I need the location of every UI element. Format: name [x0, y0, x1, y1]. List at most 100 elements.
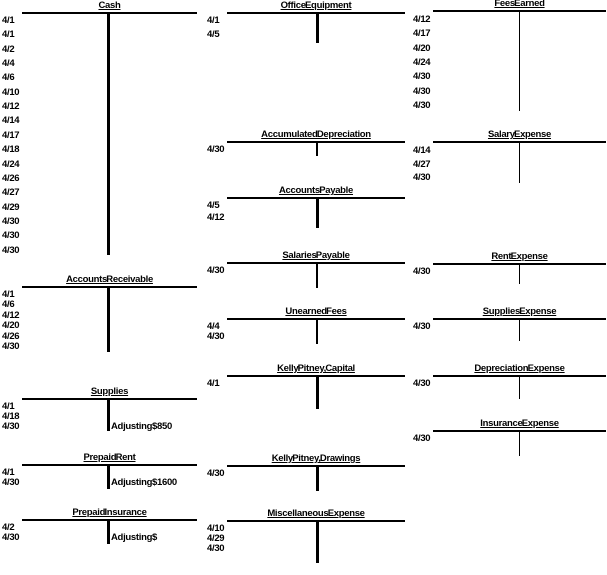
ledger-entry-date: 4/6 — [2, 299, 15, 311]
account-divider-line — [107, 12, 110, 255]
account-title: Insurance Expense — [480, 418, 559, 429]
ledger-entry-date: 4/20 — [413, 42, 431, 54]
ledger-entry-date: 4/18 — [2, 144, 20, 156]
account-title: Prepaid Rent — [83, 452, 136, 463]
ledger-entry-date: 4/1 — [2, 289, 15, 300]
account-title: Prepaid Insurance — [72, 507, 147, 518]
ledger-entry-date: 4/26 — [2, 330, 20, 342]
account-title: Cash — [98, 0, 121, 11]
account-divider-line — [316, 12, 319, 43]
ledger-entry-date: 4/30 — [2, 215, 20, 227]
ledger-entry-date: 4/30 — [2, 421, 20, 432]
account-title: Accumulated Depreciation — [261, 129, 371, 140]
ledger-entry-date: 4/27 — [413, 158, 431, 170]
ledger-entry-date: 4/30 — [413, 99, 431, 111]
account-divider-line — [519, 318, 520, 341]
account-title: Accounts Payable — [278, 185, 354, 196]
ledger-entry-date: 4/12 — [413, 14, 431, 25]
ledger-entry-date: 4/12 — [2, 309, 20, 321]
adjusting-entry-label: Adjusting — [111, 531, 153, 543]
ledger-entry-date: 4/30 — [413, 172, 431, 183]
ledger-entry-date: 4/1 — [2, 15, 15, 26]
ledger-entry-date: 4/30 — [413, 85, 431, 97]
ledger-entry-date: 4/30 — [413, 71, 431, 83]
account-divider-line — [316, 375, 319, 409]
ledger-entry-date: 4/1 — [2, 29, 15, 41]
ledger-entry-date: 4/30 — [207, 543, 225, 554]
ledger-entry-date: 4/2 — [2, 43, 15, 55]
account-divider-line — [316, 197, 319, 228]
adjusting-entry-amount: $ — [152, 531, 157, 543]
account-title: Kelly Pitney, Drawings — [271, 453, 361, 464]
ledger-entry-date: 4/30 — [413, 321, 431, 332]
account-divider-line — [107, 464, 110, 489]
account-divider-line — [519, 430, 520, 456]
ledger-entry-date: 4/6 — [2, 72, 15, 84]
account-title: Depreciation Expense — [474, 363, 565, 374]
ledger-entry-date: 4/5 — [207, 28, 220, 40]
ledger-entry-date: 4/1 — [2, 467, 15, 478]
ledger-entry-date: 4/1 — [207, 378, 220, 389]
adjusting-entry-label: Adjusting — [111, 421, 153, 432]
ledger-entry-date: 4/10 — [207, 523, 225, 534]
ledger-entry-date: 4/30 — [207, 265, 225, 276]
account-divider-line — [519, 375, 520, 399]
ledger-entry-date: 4/17 — [413, 28, 431, 40]
ledger-entry-date: 4/1 — [2, 401, 15, 412]
ledger-entry-date: 4/4 — [207, 321, 220, 332]
ledger-entry-date: 4/14 — [413, 145, 431, 156]
ledger-entry-date: 4/17 — [2, 129, 20, 141]
ledger-entry-date: 4/29 — [2, 201, 20, 213]
ledger-entry-date: 4/30 — [2, 477, 20, 488]
adjusting-entry-label: Adjusting — [111, 477, 153, 488]
account-title: Accounts Receivable — [66, 274, 153, 285]
adjusting-entry-amount: $1600 — [152, 477, 177, 488]
ledger-entry-date: 4/30 — [413, 378, 431, 389]
account-divider-line — [316, 262, 318, 288]
account-divider-line — [519, 141, 520, 183]
account-divider-line — [107, 286, 110, 352]
ledger-entry-date: 4/12 — [207, 212, 225, 223]
account-divider-line — [316, 318, 318, 344]
ledger-entry-date: 4/30 — [2, 531, 20, 543]
account-divider-line — [519, 10, 520, 111]
ledger-entry-date: 4/4 — [2, 58, 15, 70]
ledger-entry-date: 4/24 — [2, 158, 20, 170]
ledger-entry-date: 4/5 — [207, 200, 220, 211]
account-divider-line — [316, 465, 319, 491]
ledger-entry-date: 4/30 — [413, 433, 431, 444]
account-divider-line — [316, 520, 319, 563]
ledger-entry-date: 4/29 — [207, 533, 225, 544]
account-title: Rent Expense — [491, 251, 548, 262]
account-title: Supplies — [90, 386, 129, 397]
account-divider-line — [519, 263, 520, 284]
account-title: Supplies Expense — [482, 306, 557, 317]
ledger-entry-date: 4/30 — [207, 468, 225, 479]
ledger-entry-date: 4/30 — [2, 230, 20, 242]
account-title: Miscellaneous Expense — [267, 508, 365, 519]
ledger-entry-date: 4/30 — [2, 341, 20, 352]
account-title: Salaries Payable — [282, 250, 350, 261]
account-divider-line — [107, 519, 110, 544]
ledger-entry-date: 4/30 — [207, 331, 225, 342]
ledger-entry-date: 4/18 — [2, 411, 20, 422]
adjusting-entry-amount: $850 — [152, 421, 172, 432]
account-title: Unearned Fees — [285, 306, 347, 317]
ledger-entry-date: 4/30 — [2, 244, 20, 256]
account-title: Kelly Pitney, Capital — [277, 363, 355, 374]
